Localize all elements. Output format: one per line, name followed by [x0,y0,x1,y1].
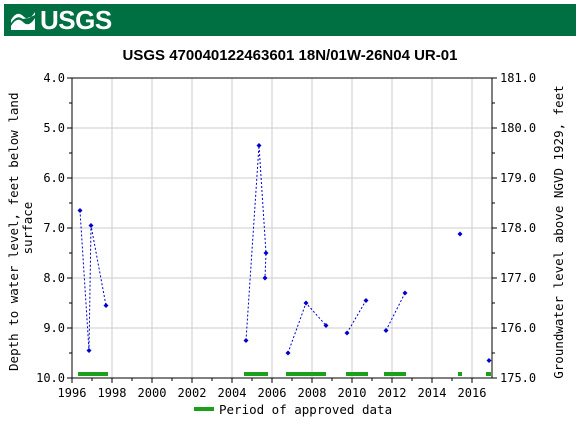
y-left-tick-label: 7.0 [43,221,65,235]
x-tick-label: 2004 [218,386,247,400]
data-point [285,350,291,356]
y-axis-right-ticks: 181.0 180.0 179.0 178.0 177.0 176.0 175.0 [492,71,536,385]
x-tick-label: 2006 [258,386,287,400]
approved-period-bar [458,372,462,376]
data-point [363,298,369,303]
header-bar: USGS [0,0,580,40]
data-point [303,300,309,306]
data-point [263,250,269,256]
y-axis-left-label: Depth to water level, feet below land su… [6,85,35,371]
approved-period-bar [486,372,491,376]
y-axis-left-label-line-1: Depth to water level, feet below land [6,93,21,371]
series-lines [79,145,406,354]
y-left-tick-label: 8.0 [43,271,65,285]
y-axis-left-label-line-2: surface [20,202,35,255]
y-left-tick-label: 10.0 [36,371,65,385]
legend-swatch [194,407,214,411]
series-line-segment [245,145,267,341]
y-left-tick-label: 4.0 [43,71,65,85]
approved-period-bar [244,372,268,376]
y-right-tick-label: 176.0 [500,321,536,335]
x-tick-label: 2000 [138,386,167,400]
data-point [243,338,249,343]
y-right-tick-label: 179.0 [500,171,536,185]
x-tick-label: 2012 [378,386,407,400]
y-axis-right-label: Groundwater level above NGVD 1929, feet [551,85,566,379]
series-points [77,143,492,363]
approved-period-bar [346,372,368,376]
approved-period-bar [78,372,108,376]
y-right-tick-label: 181.0 [500,71,536,85]
chart-title: USGS 470040122463601 18N/01W-26N04 UR-01 [123,47,458,64]
data-point [103,303,109,308]
x-tick-label: 2010 [338,386,367,400]
y-right-tick-label: 180.0 [500,121,536,135]
y-left-tick-label: 5.0 [43,121,65,135]
grid [72,78,492,378]
series-line-segment [79,210,107,351]
approved-periods [78,372,491,376]
data-point [344,330,350,336]
data-point [457,231,463,237]
data-point [402,290,408,296]
data-point [256,143,262,148]
legend-label: Period of approved data [219,402,392,417]
y-left-tick-label: 9.0 [43,321,65,335]
data-point [88,223,94,228]
y-right-tick-label: 178.0 [500,221,536,235]
x-tick-label: 1998 [98,386,127,400]
approved-period-bar [384,372,406,376]
x-axis-ticks: 1996 1998 2000 2002 2004 2006 2008 2010 2012 2014… [58,378,487,400]
y-right-tick-label: 175.0 [500,371,536,385]
data-point [86,348,92,353]
x-tick-label: 2014 [418,386,447,400]
data-point [383,328,389,333]
series-line-segment [385,292,406,331]
usgs-wave-icon [11,12,35,30]
x-tick-label: 2002 [178,386,207,400]
y-axis-left-ticks: 4.0 5.0 6.0 7.0 8.0 9.0 10.0 [36,71,72,385]
usgs-logo-text: USGS [40,5,112,35]
x-tick-label: 1996 [58,386,87,400]
usgs-banner: USGS [4,4,576,36]
data-point [323,323,329,328]
data-point [486,358,492,363]
x-tick-label: 2008 [298,386,327,400]
data-point [77,208,83,213]
approved-period-bar [286,372,326,376]
y-left-tick-label: 6.0 [43,171,65,185]
x-tick-label: 2016 [458,386,487,400]
y-right-tick-label: 177.0 [500,271,536,285]
data-point [262,275,268,281]
